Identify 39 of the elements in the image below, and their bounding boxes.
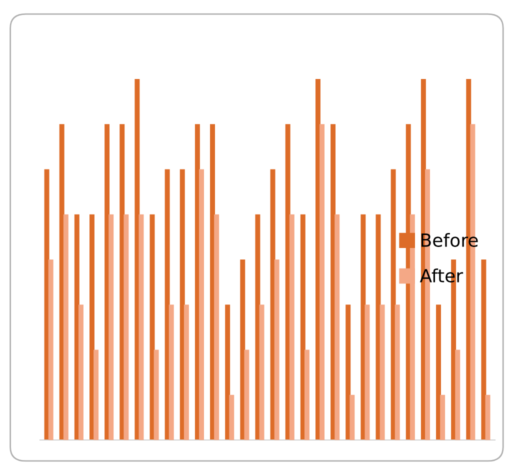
bar — [300, 214, 306, 440]
bar — [89, 214, 94, 440]
bar — [364, 304, 370, 440]
bar — [199, 169, 204, 440]
bar — [244, 350, 250, 440]
bar — [94, 350, 99, 440]
bar — [78, 304, 84, 440]
bar — [154, 350, 159, 440]
bar — [168, 304, 174, 440]
bar — [380, 304, 385, 440]
bar — [255, 214, 260, 440]
bar — [436, 304, 441, 440]
bar — [274, 260, 280, 440]
bar — [394, 304, 400, 440]
bar — [225, 304, 230, 440]
bar — [481, 260, 486, 440]
bar — [214, 214, 220, 440]
bar — [320, 124, 325, 440]
bar — [289, 214, 294, 440]
bar — [350, 394, 355, 440]
bar — [390, 169, 396, 440]
bar — [259, 304, 264, 440]
bar — [346, 304, 351, 440]
bar — [124, 214, 129, 440]
bar — [440, 394, 446, 440]
bar — [485, 394, 490, 440]
bar — [455, 350, 460, 440]
bar — [360, 214, 366, 440]
bar — [48, 260, 54, 440]
bar — [304, 350, 310, 440]
bar — [134, 79, 140, 440]
bar — [184, 304, 189, 440]
bar — [108, 214, 114, 440]
bar — [240, 260, 246, 440]
bar — [180, 169, 185, 440]
bar — [229, 394, 234, 440]
bar — [63, 214, 68, 440]
bar — [138, 214, 144, 440]
bar — [334, 214, 340, 440]
